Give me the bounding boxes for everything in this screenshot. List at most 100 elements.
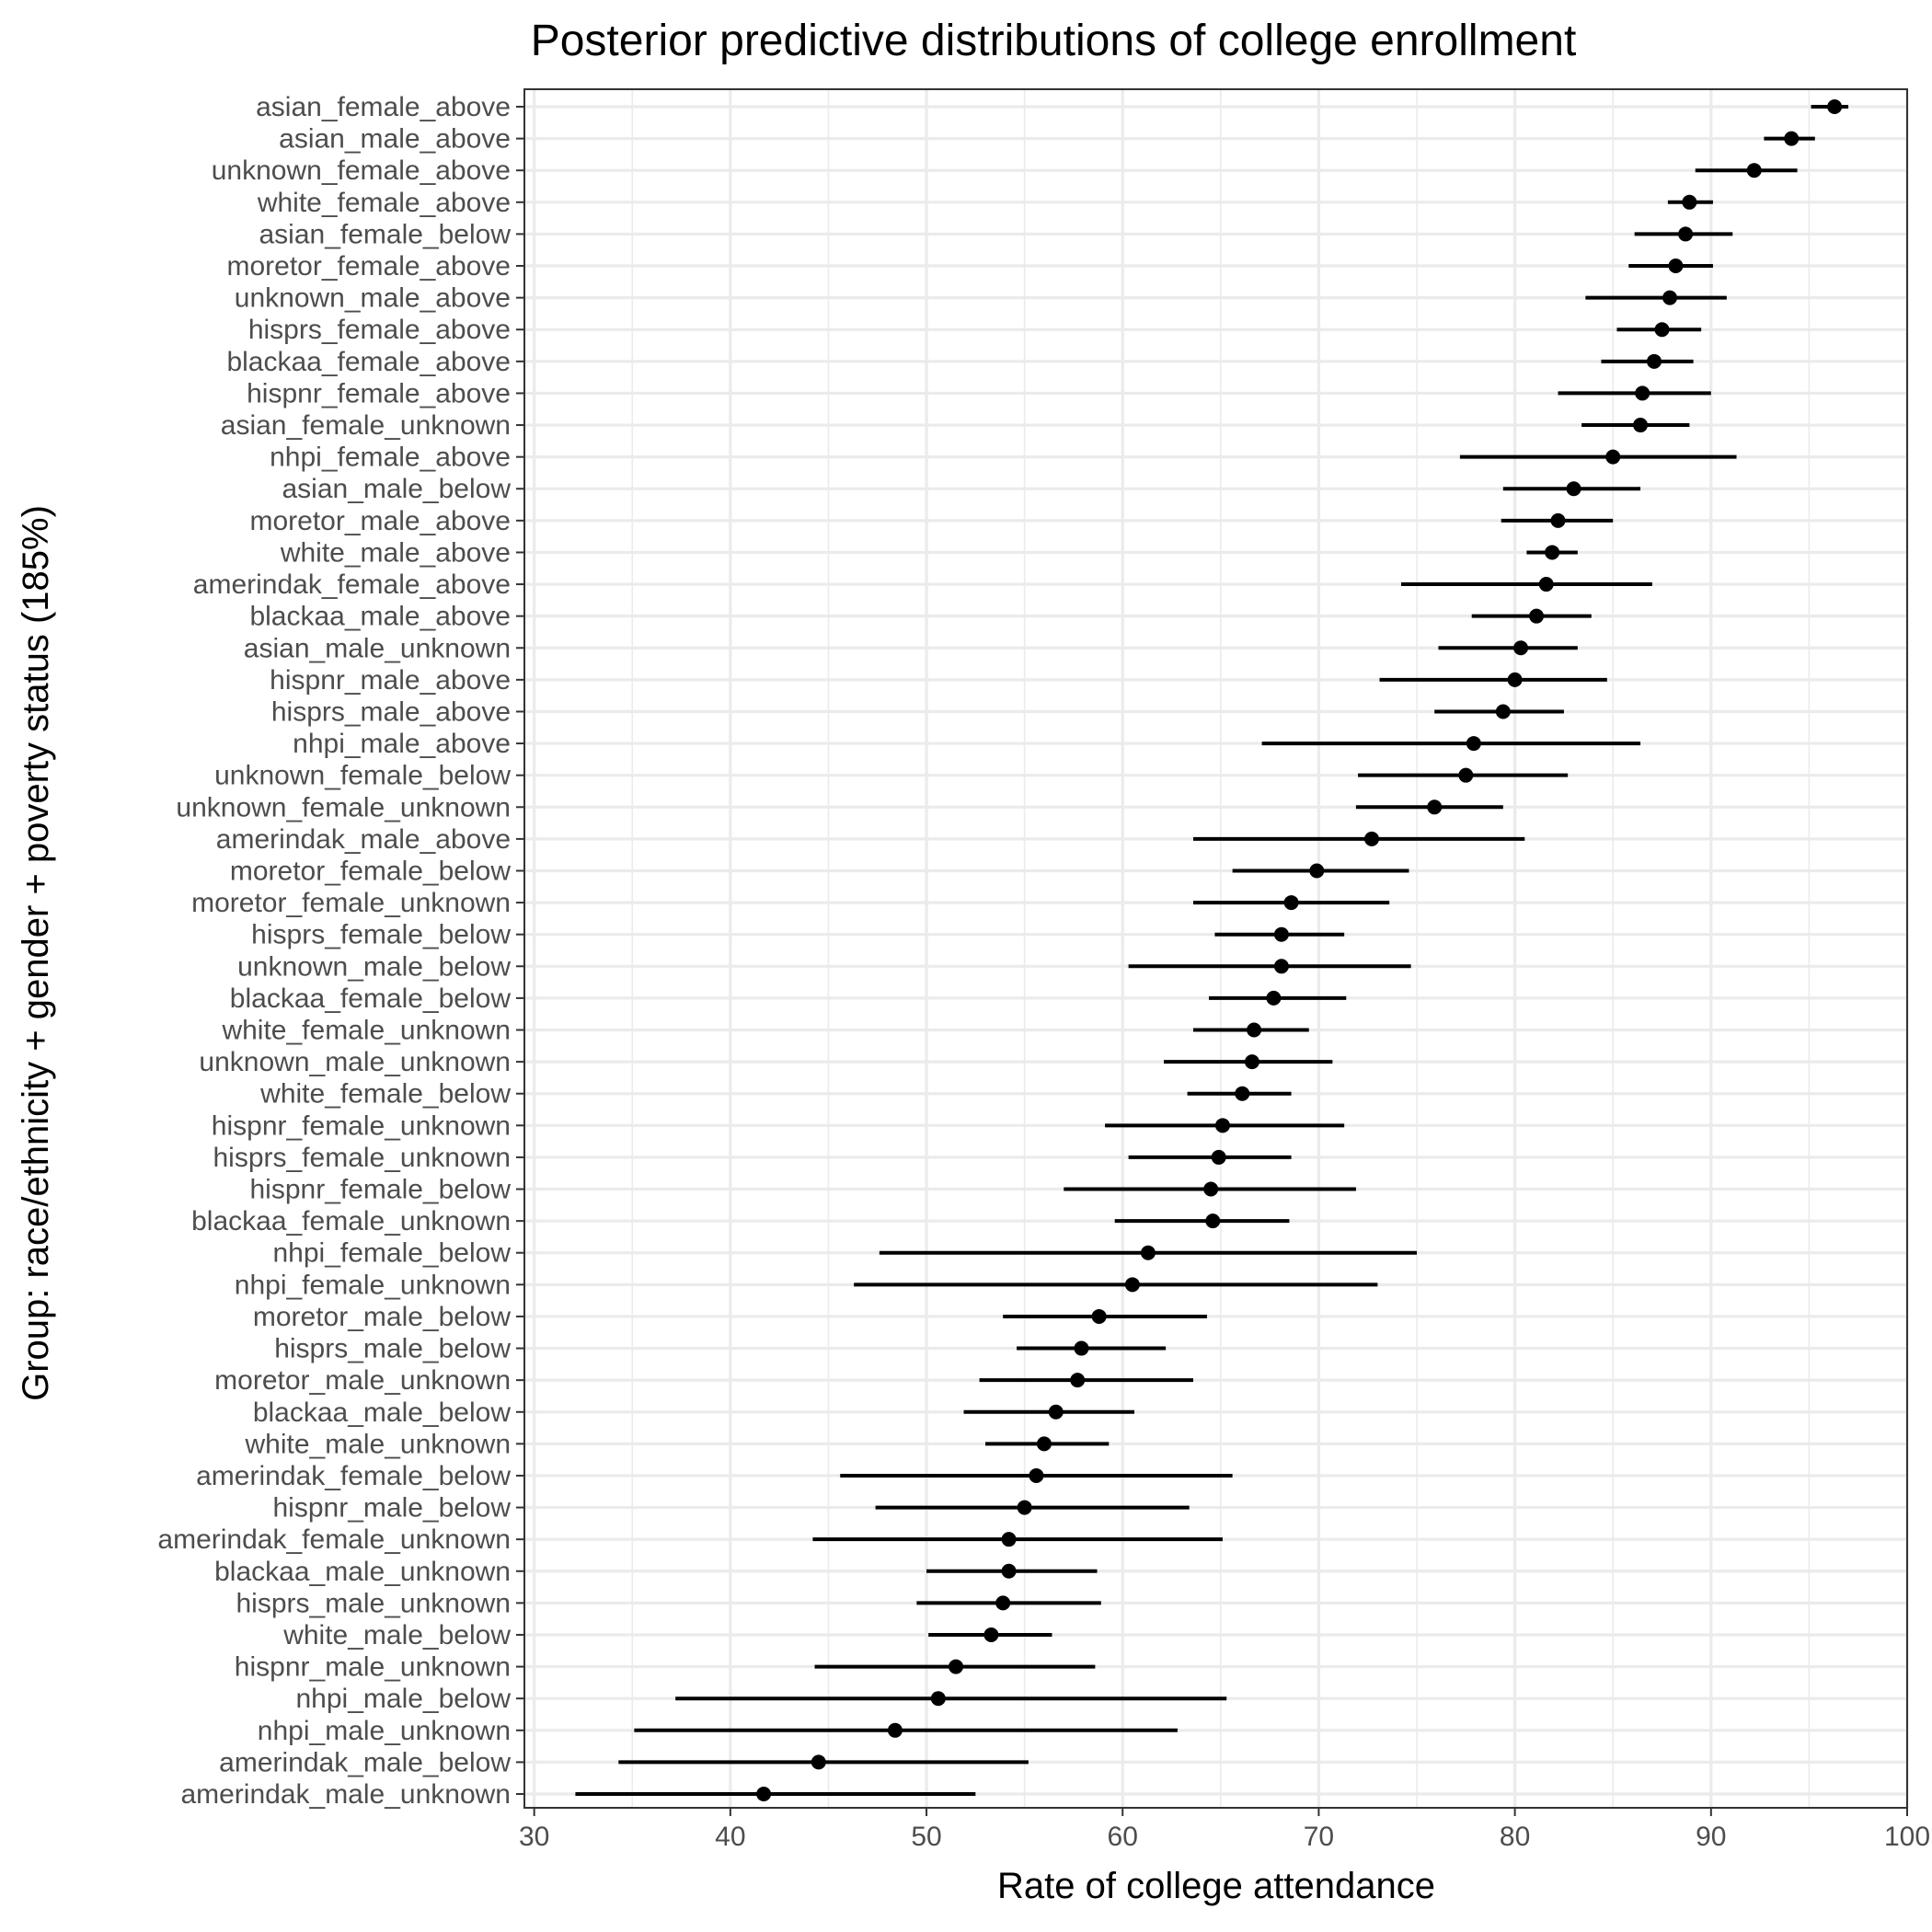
point-estimate: [1678, 226, 1694, 242]
y-tick-label: blackaa_male_above: [249, 602, 511, 632]
y-tick-label: nhpi_female_unknown: [235, 1270, 511, 1300]
x-tick-label: 70: [1304, 1822, 1334, 1852]
y-tick-label: hisprs_male_unknown: [236, 1588, 511, 1618]
point-estimate: [1266, 990, 1282, 1006]
y-tick-label: hispnr_female_below: [249, 1175, 511, 1205]
point-estimate: [1244, 1054, 1259, 1070]
y-tick-label: amerindak_male_unknown: [180, 1779, 511, 1810]
point-estimate: [1001, 1532, 1017, 1547]
y-tick-label: asian_male_above: [279, 124, 511, 155]
point-estimate: [1273, 926, 1289, 942]
point-estimate: [1273, 959, 1289, 974]
point-estimate: [1545, 545, 1560, 560]
y-tick-label: white_female_unknown: [221, 1016, 511, 1046]
y-tick-label: white_female_above: [257, 188, 511, 218]
y-tick-label: hisprs_female_below: [251, 920, 511, 950]
y-tick-label: white_male_above: [280, 537, 511, 568]
point-estimate: [811, 1754, 826, 1770]
y-tick-label: moretor_male_unknown: [214, 1365, 511, 1396]
point-estimate: [1214, 1118, 1230, 1133]
point-estimate: [887, 1722, 903, 1738]
y-tick-label: unknown_male_above: [235, 283, 511, 314]
point-estimate: [1235, 1086, 1250, 1101]
x-tick-label: 100: [1884, 1822, 1930, 1852]
y-tick-label: moretor_male_below: [253, 1302, 511, 1332]
y-tick-label: white_male_below: [282, 1620, 511, 1650]
point-estimate: [983, 1627, 999, 1642]
y-tick-label: nhpi_male_above: [293, 729, 511, 759]
x-axis-title: Rate of college attendance: [997, 1866, 1435, 1906]
plot-border: [523, 88, 1908, 1809]
y-tick-label: hisprs_male_below: [274, 1334, 511, 1364]
point-estimate: [1140, 1245, 1156, 1260]
point-estimate: [1074, 1340, 1089, 1356]
point-estimate: [1309, 863, 1325, 879]
y-tick-label: white_male_unknown: [244, 1429, 511, 1459]
y-tick-label: blackaa_female_below: [230, 983, 512, 1014]
y-tick-label: asian_male_unknown: [244, 633, 511, 663]
chart-title: Posterior predictive distributions of co…: [531, 17, 1577, 65]
y-tick-label: nhpi_female_above: [270, 443, 511, 473]
point-estimate: [1513, 640, 1529, 656]
y-tick-label: hisprs_male_above: [271, 696, 511, 727]
y-tick-label: nhpi_male_unknown: [258, 1716, 511, 1746]
point-estimate: [1635, 385, 1650, 401]
data-marks: [575, 99, 1849, 1801]
y-tick-label: amerindak_female_above: [193, 569, 511, 600]
y-tick-label: unknown_female_below: [214, 761, 511, 791]
point-estimate: [995, 1595, 1011, 1611]
point-estimate: [1427, 799, 1443, 815]
y-tick-label: blackaa_male_below: [253, 1397, 512, 1428]
point-estimate: [1507, 672, 1523, 687]
y-tick-label: blackaa_male_unknown: [214, 1557, 511, 1587]
y-tick-label: hispnr_female_unknown: [212, 1110, 511, 1141]
plot-background: [524, 89, 1907, 1808]
y-axis-title: Group: race/ethnicity + gender + poverty…: [16, 505, 56, 1401]
y-tick-label: amerindak_female_unknown: [157, 1524, 511, 1555]
point-estimate: [1091, 1308, 1107, 1324]
point-estimate: [1048, 1404, 1064, 1420]
point-estimate: [1746, 163, 1762, 178]
y-tick-label: blackaa_female_above: [226, 347, 511, 377]
point-estimate: [1036, 1436, 1052, 1452]
point-estimate: [1646, 353, 1662, 369]
point-estimate: [949, 1659, 964, 1674]
point-estimate: [1363, 831, 1379, 846]
point-estimate: [1017, 1500, 1032, 1515]
y-tick-label: hispnr_female_above: [247, 378, 511, 408]
point-estimate: [1070, 1373, 1086, 1388]
point-estimate: [1203, 1181, 1219, 1197]
point-estimate: [1495, 704, 1511, 719]
y-tick-label: blackaa_female_unknown: [191, 1206, 511, 1236]
y-tick-label: moretor_female_above: [226, 251, 511, 282]
y-tick-label: asian_female_below: [259, 219, 511, 249]
point-estimate: [930, 1691, 946, 1707]
point-estimate: [1538, 577, 1554, 592]
point-estimate: [1654, 322, 1670, 338]
y-tick-label: white_female_below: [259, 1079, 511, 1110]
y-tick-label: unknown_female_above: [212, 155, 511, 186]
point-estimate: [1682, 194, 1697, 210]
y-tick-label: moretor_female_below: [230, 856, 511, 886]
x-tick-label: 40: [715, 1822, 745, 1852]
y-tick-label: moretor_female_unknown: [191, 888, 511, 918]
point-estimate: [756, 1787, 772, 1801]
point-estimate: [1247, 1022, 1262, 1038]
x-axis: 30 40 50 60 70 80 90 100: [519, 1808, 1930, 1852]
point-estimate: [1124, 1277, 1140, 1293]
point-estimate: [1205, 1213, 1221, 1229]
point-estimate: [1662, 290, 1678, 305]
y-tick-label: nhpi_female_below: [272, 1238, 511, 1269]
minor-gridlines: [631, 89, 1811, 1808]
y-tick-label: unknown_male_below: [237, 951, 511, 982]
point-estimate: [1668, 259, 1684, 274]
y-tick-label: nhpi_male_below: [296, 1684, 512, 1714]
point-estimate: [1550, 512, 1566, 528]
point-estimate: [1001, 1563, 1017, 1579]
y-tick-label: hispnr_male_above: [270, 665, 511, 696]
point-estimate: [1605, 449, 1621, 465]
x-tick-label: 30: [519, 1822, 549, 1852]
point-estimate: [1211, 1149, 1226, 1165]
point-estimate: [1458, 767, 1474, 783]
